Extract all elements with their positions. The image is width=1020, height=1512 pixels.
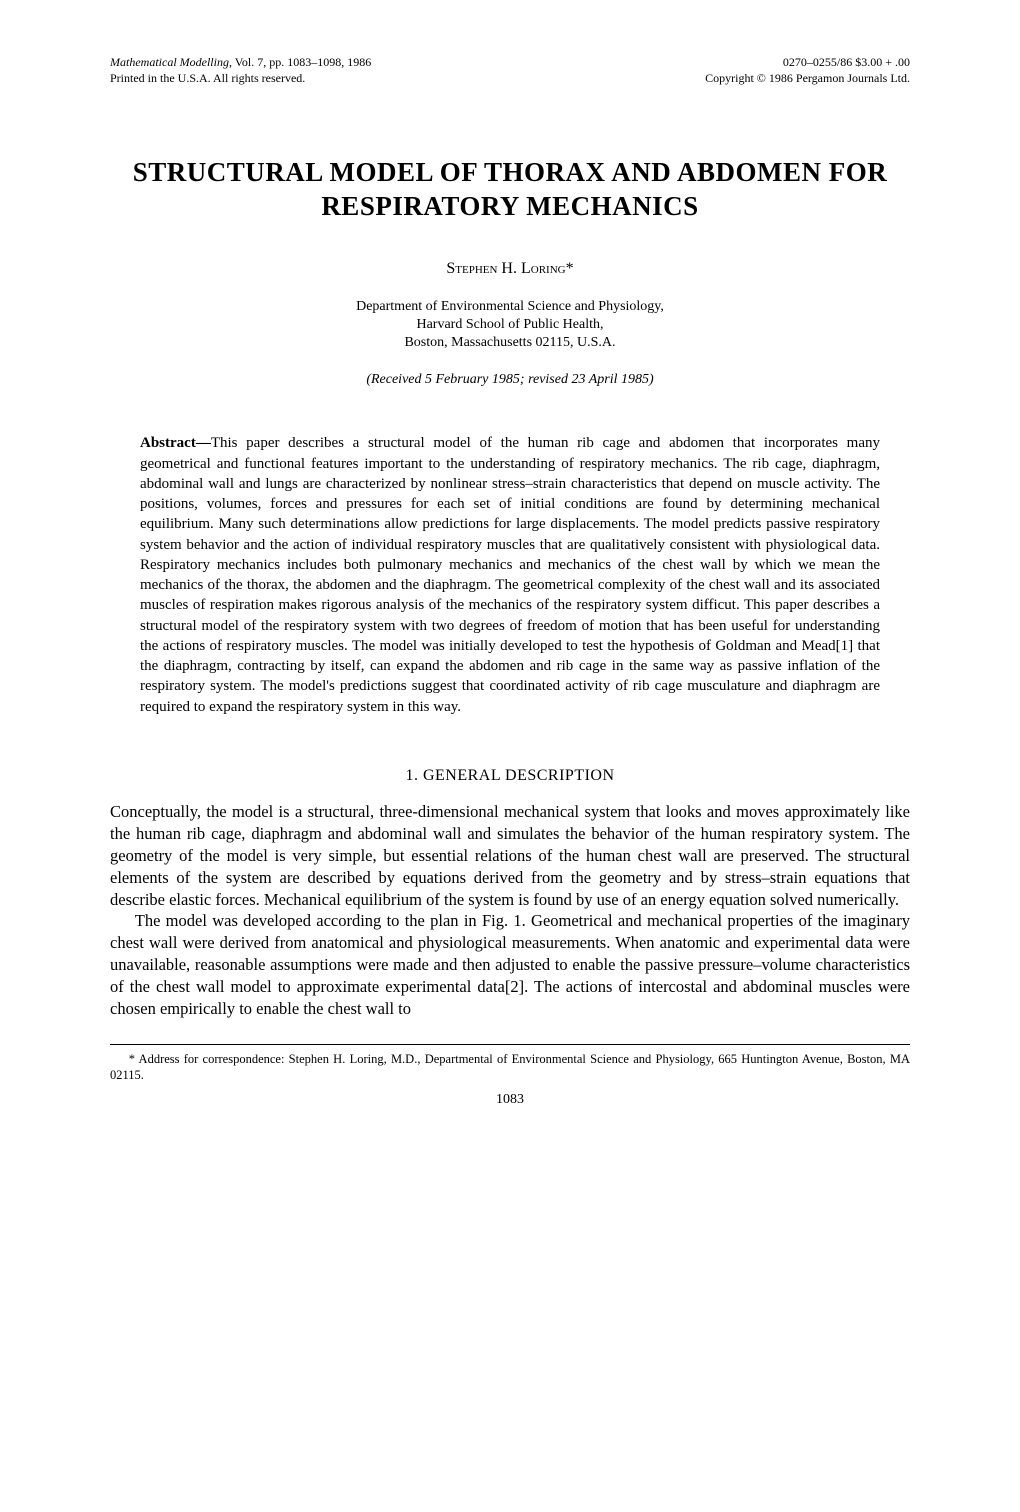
journal-name: Mathematical Modelling [110, 55, 229, 69]
affiliation-line-1: Department of Environmental Science and … [110, 298, 910, 316]
header-issn-price: 0270–0255/86 $3.00 + .00 [705, 55, 910, 71]
abstract: Abstract—This paper describes a structur… [140, 433, 880, 717]
header-copyright: Copyright © 1986 Pergamon Journals Ltd. [705, 71, 910, 87]
paper-title: STRUCTURAL MODEL OF THORAX AND ABDOMEN F… [110, 156, 910, 224]
affiliation-line-3: Boston, Massachusetts 02115, U.S.A. [110, 334, 910, 352]
journal-header: Mathematical Modelling, Vol. 7, pp. 1083… [110, 55, 910, 86]
footnote: * Address for correspondence: Stephen H.… [110, 1051, 910, 1084]
header-citation: Mathematical Modelling, Vol. 7, pp. 1083… [110, 55, 371, 71]
author-name: Stephen H. Loring* [110, 260, 910, 278]
section-heading-1: 1. GENERAL DESCRIPTION [110, 767, 910, 785]
header-right: 0270–0255/86 $3.00 + .00 Copyright © 198… [705, 55, 910, 86]
abstract-text: This paper describes a structural model … [140, 435, 880, 714]
footnote-rule [110, 1044, 910, 1045]
body-paragraph-2: The model was developed according to the… [110, 910, 910, 1020]
header-left: Mathematical Modelling, Vol. 7, pp. 1083… [110, 55, 371, 86]
received-revised-dates: (Received 5 February 1985; revised 23 Ap… [110, 372, 910, 388]
abstract-label: Abstract— [140, 435, 211, 451]
affiliation-line-2: Harvard School of Public Health, [110, 316, 910, 334]
author-affiliation: Department of Environmental Science and … [110, 298, 910, 353]
body-paragraph-1: Conceptually, the model is a structural,… [110, 801, 910, 911]
body-text: Conceptually, the model is a structural,… [110, 801, 910, 1020]
header-printed: Printed in the U.S.A. All rights reserve… [110, 71, 371, 87]
page-number: 1083 [110, 1092, 910, 1108]
